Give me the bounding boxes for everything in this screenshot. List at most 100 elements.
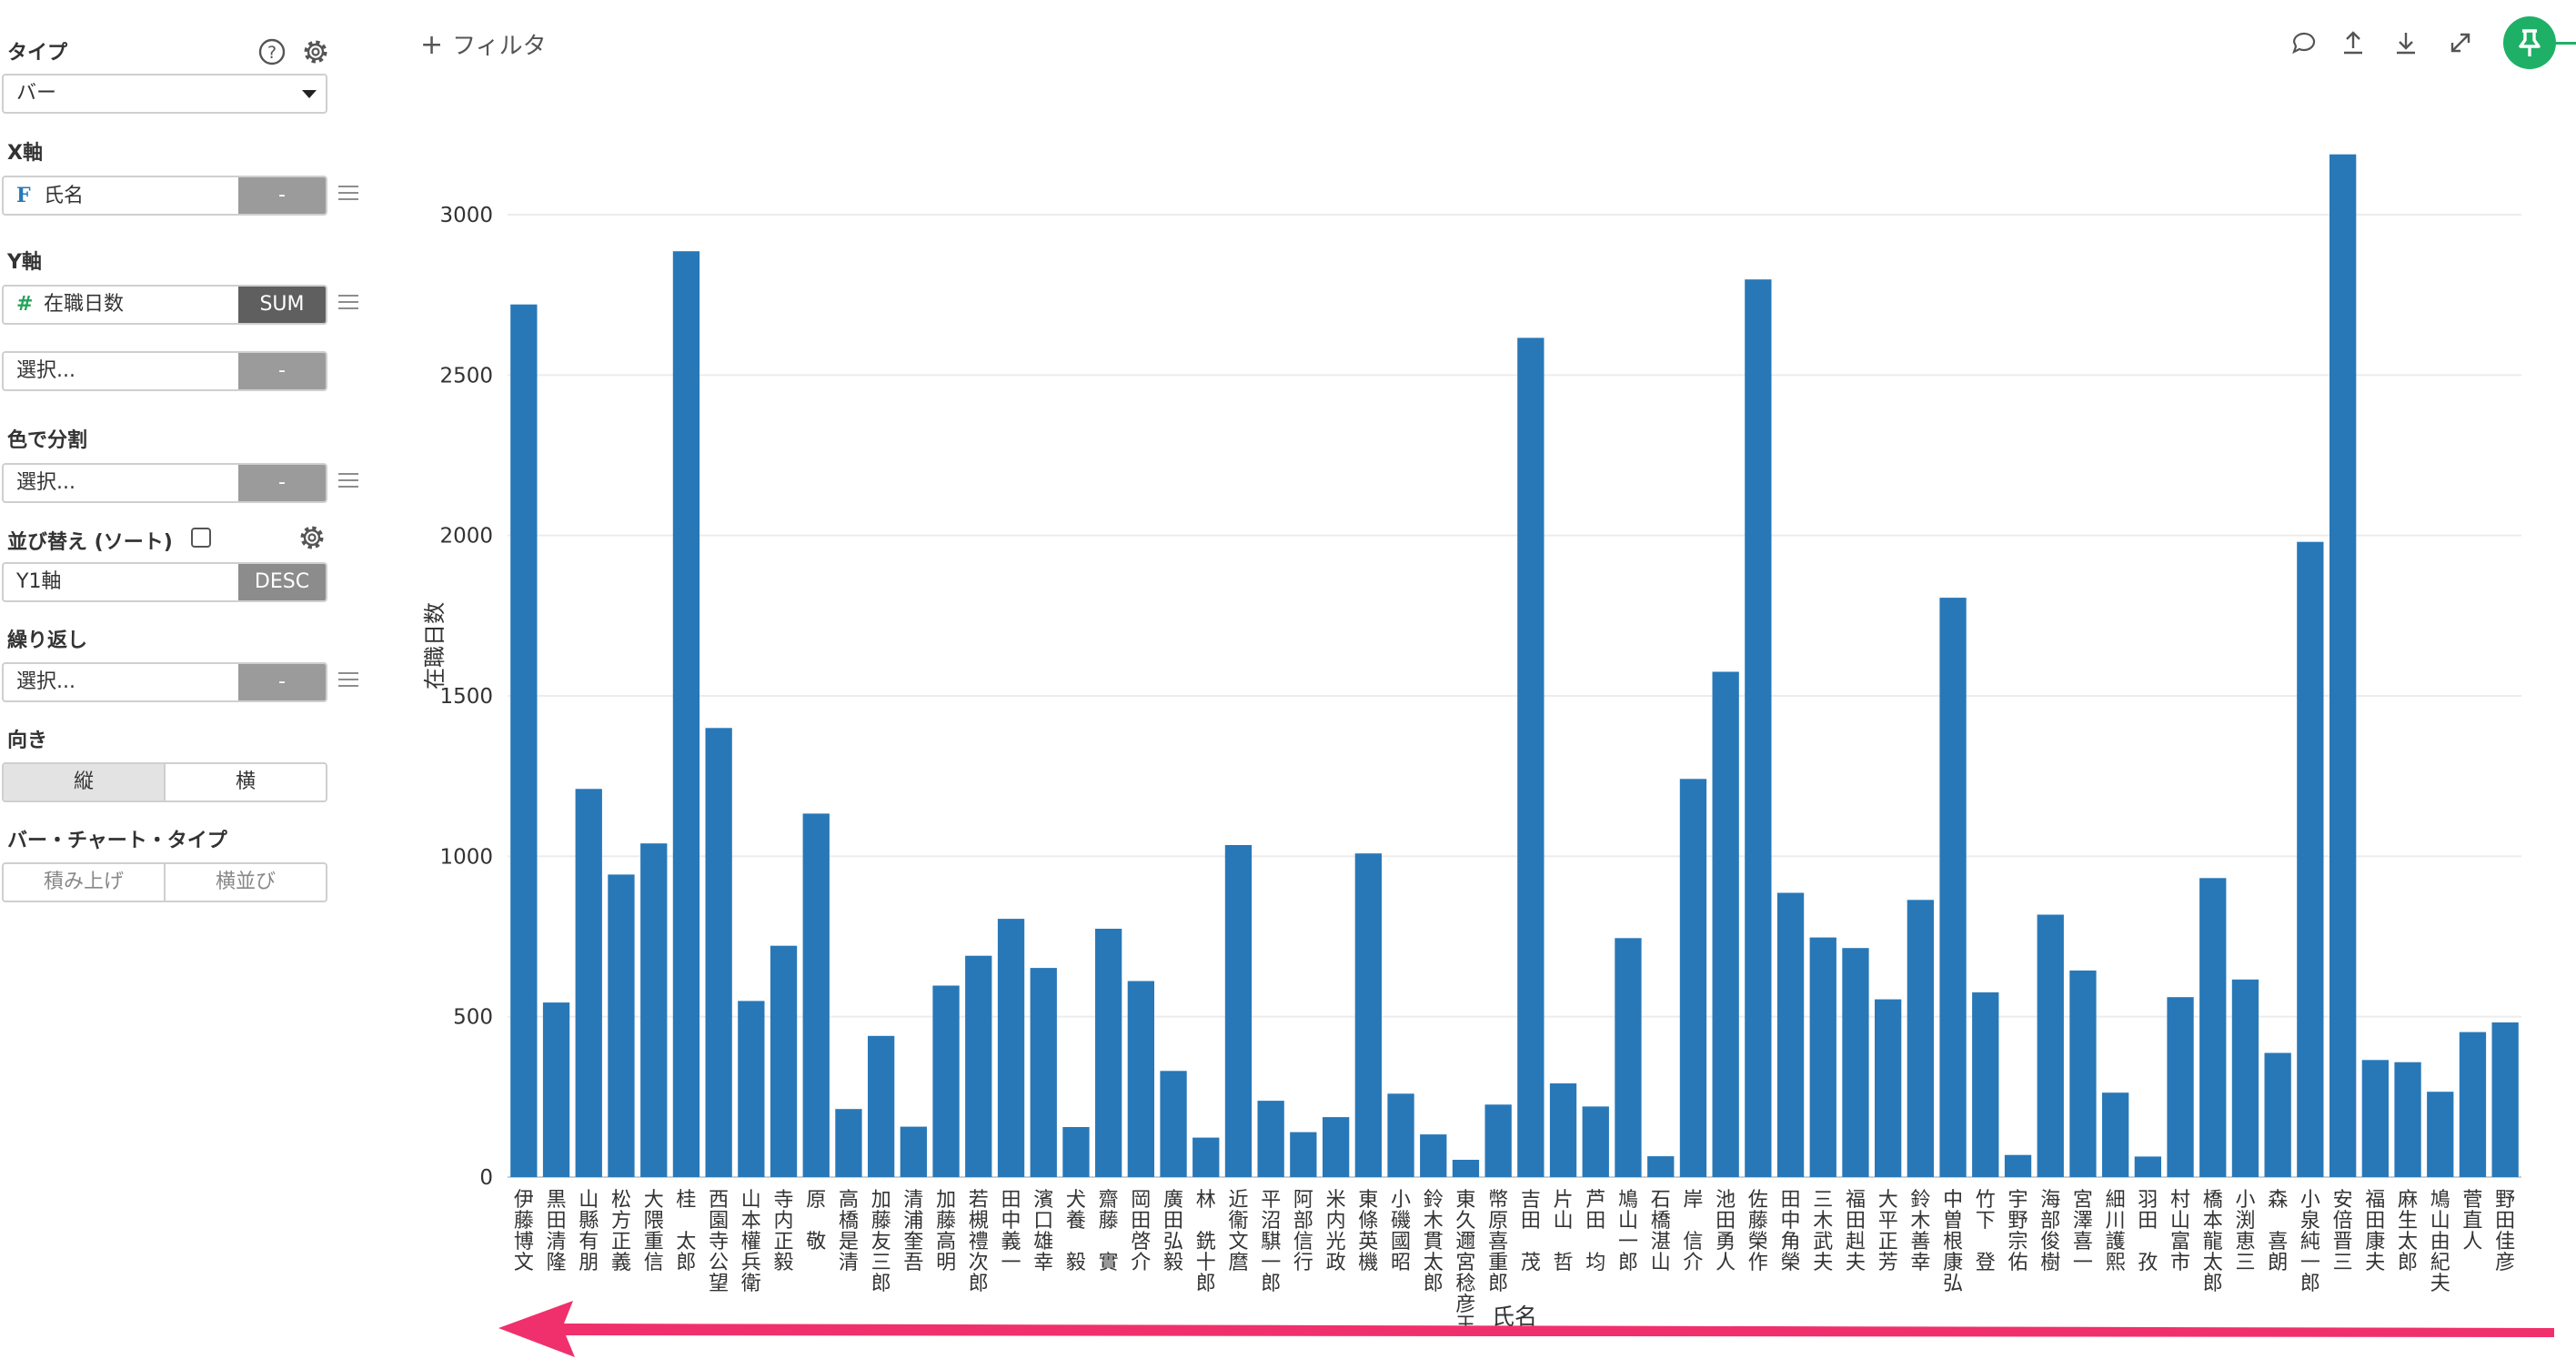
bar[interactable]	[868, 1035, 895, 1177]
bar[interactable]	[510, 304, 538, 1177]
bar[interactable]	[2199, 878, 2227, 1177]
bar[interactable]	[770, 945, 798, 1177]
bar[interactable]	[608, 874, 635, 1177]
bar[interactable]	[1939, 598, 1967, 1177]
bar[interactable]	[965, 955, 992, 1177]
bar[interactable]	[2394, 1062, 2421, 1177]
bar[interactable]	[2329, 154, 2357, 1178]
color-split-field[interactable]: 選択... -	[2, 463, 327, 503]
color-split-label: 色で分割	[7, 429, 88, 452]
bar[interactable]	[1745, 279, 1772, 1177]
bar[interactable]	[2134, 1156, 2161, 1177]
x-tick-label: 鈴木善幸	[1910, 1189, 1930, 1274]
bar[interactable]	[1452, 1160, 1480, 1177]
bar[interactable]	[932, 985, 960, 1178]
bar[interactable]	[1712, 671, 1739, 1178]
bar-type-stacked-option[interactable]: 積み上げ	[43, 871, 124, 893]
bar[interactable]	[1776, 892, 1805, 1178]
direction-horizontal-option[interactable]: 横	[164, 764, 326, 800]
bar[interactable]	[1615, 938, 1642, 1177]
y-axis-field-2[interactable]: 選択... -	[2, 351, 327, 391]
bar[interactable]	[1972, 992, 1999, 1177]
bar[interactable]	[1257, 1101, 1284, 1177]
y-axis-2-aggregate-button[interactable]: -	[238, 353, 326, 389]
bar[interactable]	[2491, 1022, 2519, 1177]
bar[interactable]	[672, 251, 700, 1177]
bar[interactable]	[900, 1126, 927, 1177]
bar[interactable]	[2004, 1154, 2032, 1177]
bar[interactable]	[1907, 900, 1934, 1177]
bar[interactable]	[705, 728, 732, 1177]
bar[interactable]	[2427, 1092, 2454, 1177]
bar[interactable]	[2069, 970, 2097, 1177]
bar[interactable]	[1160, 1071, 1187, 1177]
x-axis-field[interactable]: F 氏名 -	[2, 176, 327, 216]
bar[interactable]	[2297, 541, 2324, 1177]
bar[interactable]	[1030, 968, 1057, 1177]
pin-button[interactable]	[2503, 16, 2556, 69]
bar[interactable]	[1290, 1132, 1317, 1177]
upload-icon[interactable]	[2340, 29, 2367, 56]
drag-handle-icon[interactable]	[338, 473, 358, 489]
drag-handle-icon[interactable]	[338, 295, 358, 311]
bar[interactable]	[2167, 997, 2194, 1177]
comment-icon[interactable]	[2290, 29, 2318, 56]
drag-handle-icon[interactable]	[338, 186, 358, 202]
x-tick-label: 鳩山一郎	[1618, 1189, 1638, 1274]
bar[interactable]	[1484, 1104, 1512, 1177]
bar[interactable]	[1095, 929, 1122, 1177]
chart-type-select[interactable]: バー	[2, 74, 327, 114]
direction-vertical-option[interactable]: 縦	[4, 764, 164, 800]
sort-settings-gear-icon[interactable]	[297, 522, 327, 553]
bar[interactable]	[2264, 1052, 2291, 1178]
x-tick-label: 野田佳彦	[2495, 1189, 2515, 1274]
bar[interactable]	[1420, 1134, 1447, 1177]
sort-checkbox[interactable]	[191, 528, 211, 548]
color-split-button[interactable]: -	[238, 465, 326, 501]
x-tick-label: 近衞文麿	[1228, 1189, 1248, 1274]
bar[interactable]	[542, 1002, 570, 1177]
bar[interactable]	[2037, 914, 2064, 1178]
expand-icon[interactable]	[2447, 29, 2474, 56]
bar[interactable]	[1127, 981, 1154, 1178]
y-axis-field[interactable]: # 在職日数 SUM	[2, 285, 327, 325]
bar[interactable]	[1679, 779, 1707, 1177]
repeat-button[interactable]: -	[238, 664, 326, 700]
bar[interactable]	[1062, 1127, 1090, 1177]
bar[interactable]	[1582, 1106, 1609, 1177]
sort-field[interactable]: Y1軸 DESC	[2, 562, 327, 602]
bar[interactable]	[1647, 1156, 1675, 1177]
repeat-field[interactable]: 選択... -	[2, 662, 327, 702]
bar[interactable]	[802, 813, 830, 1177]
sort-order-button[interactable]: DESC	[238, 564, 326, 600]
settings-gear-icon[interactable]	[300, 36, 331, 67]
bar[interactable]	[1549, 1083, 1577, 1177]
drag-handle-icon[interactable]	[338, 672, 358, 689]
x-tick-label: 寺内正毅	[773, 1189, 793, 1274]
bar[interactable]	[575, 789, 602, 1177]
y-tick-label: 500	[453, 1006, 493, 1030]
bar[interactable]	[2459, 1032, 2487, 1177]
x-axis-aggregate-button[interactable]: -	[238, 177, 326, 214]
bar[interactable]	[1842, 948, 1869, 1177]
bar[interactable]	[2102, 1092, 2129, 1177]
bar[interactable]	[1192, 1137, 1220, 1177]
bar[interactable]	[1387, 1093, 1414, 1177]
download-icon[interactable]	[2392, 29, 2420, 56]
filter-button[interactable]: + フィルタ	[420, 27, 547, 61]
bar[interactable]	[640, 843, 668, 1177]
bar[interactable]	[1809, 937, 1836, 1177]
bar[interactable]	[2361, 1060, 2389, 1177]
bar-type-grouped-option[interactable]: 横並び	[164, 864, 326, 901]
bar[interactable]	[1323, 1117, 1350, 1177]
bar[interactable]	[997, 919, 1025, 1177]
bar[interactable]	[1517, 337, 1545, 1177]
help-icon[interactable]: ?	[257, 36, 287, 67]
bar[interactable]	[2231, 979, 2259, 1177]
bar[interactable]	[1875, 999, 1902, 1177]
bar[interactable]	[738, 1001, 765, 1177]
bar[interactable]	[1354, 853, 1382, 1177]
bar[interactable]	[1224, 845, 1253, 1177]
y-axis-aggregate-button[interactable]: SUM	[238, 287, 326, 323]
bar[interactable]	[835, 1109, 862, 1177]
